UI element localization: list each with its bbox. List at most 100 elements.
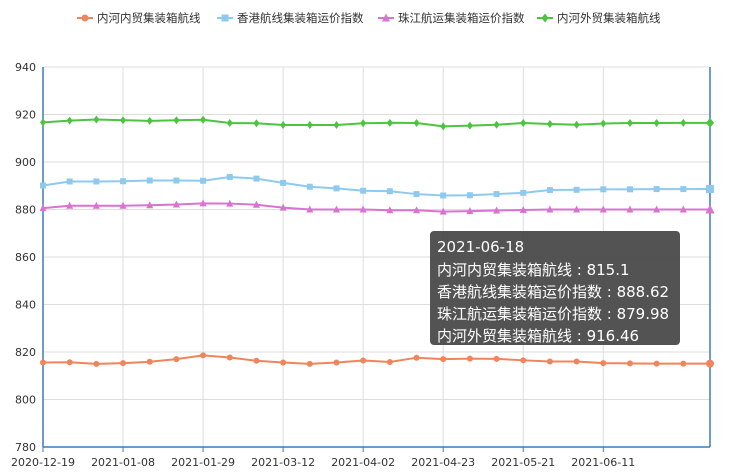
data-point [573, 120, 580, 129]
data-point [226, 173, 233, 180]
data-point [279, 203, 287, 211]
data-point [680, 186, 687, 193]
legend-label: 香港航线集装箱运价指数 [237, 11, 364, 25]
x-tick-label: 2021-05-21 [491, 456, 555, 469]
data-point [600, 119, 607, 128]
data-point [306, 360, 313, 367]
data-point [40, 359, 46, 366]
legend-marker [541, 13, 549, 23]
data-point [253, 357, 260, 364]
data-point [172, 200, 180, 208]
data-point [466, 121, 473, 130]
data-point [466, 207, 474, 215]
series-line [42, 175, 711, 197]
data-point [200, 177, 207, 184]
legend-item-2[interactable]: 香港航线集装箱运价指数 [217, 11, 364, 25]
data-point [653, 119, 660, 128]
data-point [466, 192, 473, 199]
data-point [146, 177, 153, 184]
data-point [360, 119, 367, 128]
data-point [226, 119, 233, 128]
data-point [173, 356, 180, 363]
legend-marker [81, 14, 89, 22]
tooltip-line-2: 香港航线集装箱运价指数 : 888.62 [437, 283, 669, 301]
x-tick-label: 2021-04-02 [331, 456, 395, 469]
tooltip-date: 2021-06-18 [437, 238, 524, 256]
legend-item-1[interactable]: 内河内贸集装箱航线 [77, 11, 201, 25]
data-point [200, 352, 207, 359]
data-point [600, 186, 607, 193]
data-point [306, 205, 314, 213]
series-1 [40, 352, 714, 368]
data-point [306, 183, 313, 190]
legend[interactable]: 内河内贸集装箱航线 香港航线集装箱运价指数 珠江航运集装箱运价指数 内河外贸集装箱航线 [77, 11, 661, 25]
legend-marker [382, 13, 390, 22]
data-point [360, 357, 367, 364]
data-point [546, 205, 554, 213]
data-point [386, 206, 394, 214]
data-point [306, 120, 313, 129]
tooltip-line-3: 珠江航运集装箱运价指数 : 879.98 [437, 305, 669, 323]
data-point [413, 354, 420, 361]
data-point [332, 205, 340, 213]
series-3 [39, 199, 715, 215]
legend-item-3[interactable]: 珠江航运集装箱运价指数 [378, 11, 525, 25]
data-point [440, 122, 447, 131]
tooltip-line-1: 内河内贸集装箱航线 : 815.1 [437, 261, 630, 279]
data-point [333, 359, 340, 366]
data-point [119, 201, 127, 209]
tooltip-line-4: 内河外贸集装箱航线 : 916.46 [437, 327, 639, 345]
data-point [39, 204, 47, 212]
data-point [653, 205, 661, 213]
data-point [493, 355, 500, 362]
y-tick-label: 920 [15, 109, 36, 122]
data-point [280, 179, 287, 186]
data-point [573, 186, 580, 193]
data-point [546, 187, 553, 194]
data-point [706, 185, 714, 194]
data-point [440, 356, 447, 363]
data-point [679, 205, 687, 213]
data-point [252, 200, 260, 208]
data-point [173, 177, 180, 184]
data-point [520, 189, 527, 196]
data-point [680, 118, 687, 127]
data-point [226, 354, 233, 361]
data-point [66, 201, 74, 209]
data-point [280, 120, 287, 129]
data-point [66, 178, 73, 185]
y-tick-label: 780 [15, 441, 36, 454]
x-tick-label: 2020-12-19 [11, 456, 75, 469]
data-point [253, 119, 260, 128]
x-tick-label: 2021-04-23 [411, 456, 475, 469]
y-tick-label: 860 [15, 251, 36, 264]
legend-label: 珠江航运集装箱运价指数 [398, 11, 525, 25]
y-tick-label: 880 [15, 204, 36, 217]
data-point [520, 357, 527, 364]
x-tick-label: 2021-03-12 [251, 456, 315, 469]
data-point [173, 116, 180, 125]
data-point [626, 205, 634, 213]
y-tick-label: 940 [15, 61, 36, 74]
data-point [680, 360, 687, 367]
data-point [413, 191, 420, 198]
data-point [120, 360, 127, 367]
x-tick-label: 2021-01-08 [91, 456, 155, 469]
data-point [66, 116, 73, 125]
data-point [706, 117, 714, 128]
data-point [413, 119, 420, 128]
legend-label: 内河内贸集装箱航线 [97, 11, 201, 25]
y-tick-label: 820 [15, 346, 36, 359]
data-point [200, 115, 207, 124]
data-point [40, 182, 46, 189]
legend-item-4[interactable]: 内河外贸集装箱航线 [537, 11, 661, 25]
y-tick-label: 800 [15, 394, 36, 407]
legend-marker [221, 14, 229, 22]
series-4 [40, 115, 714, 131]
data-point [66, 359, 73, 366]
series-line [42, 118, 710, 128]
series-2 [40, 173, 714, 199]
data-point [653, 360, 660, 367]
data-point [93, 115, 100, 124]
